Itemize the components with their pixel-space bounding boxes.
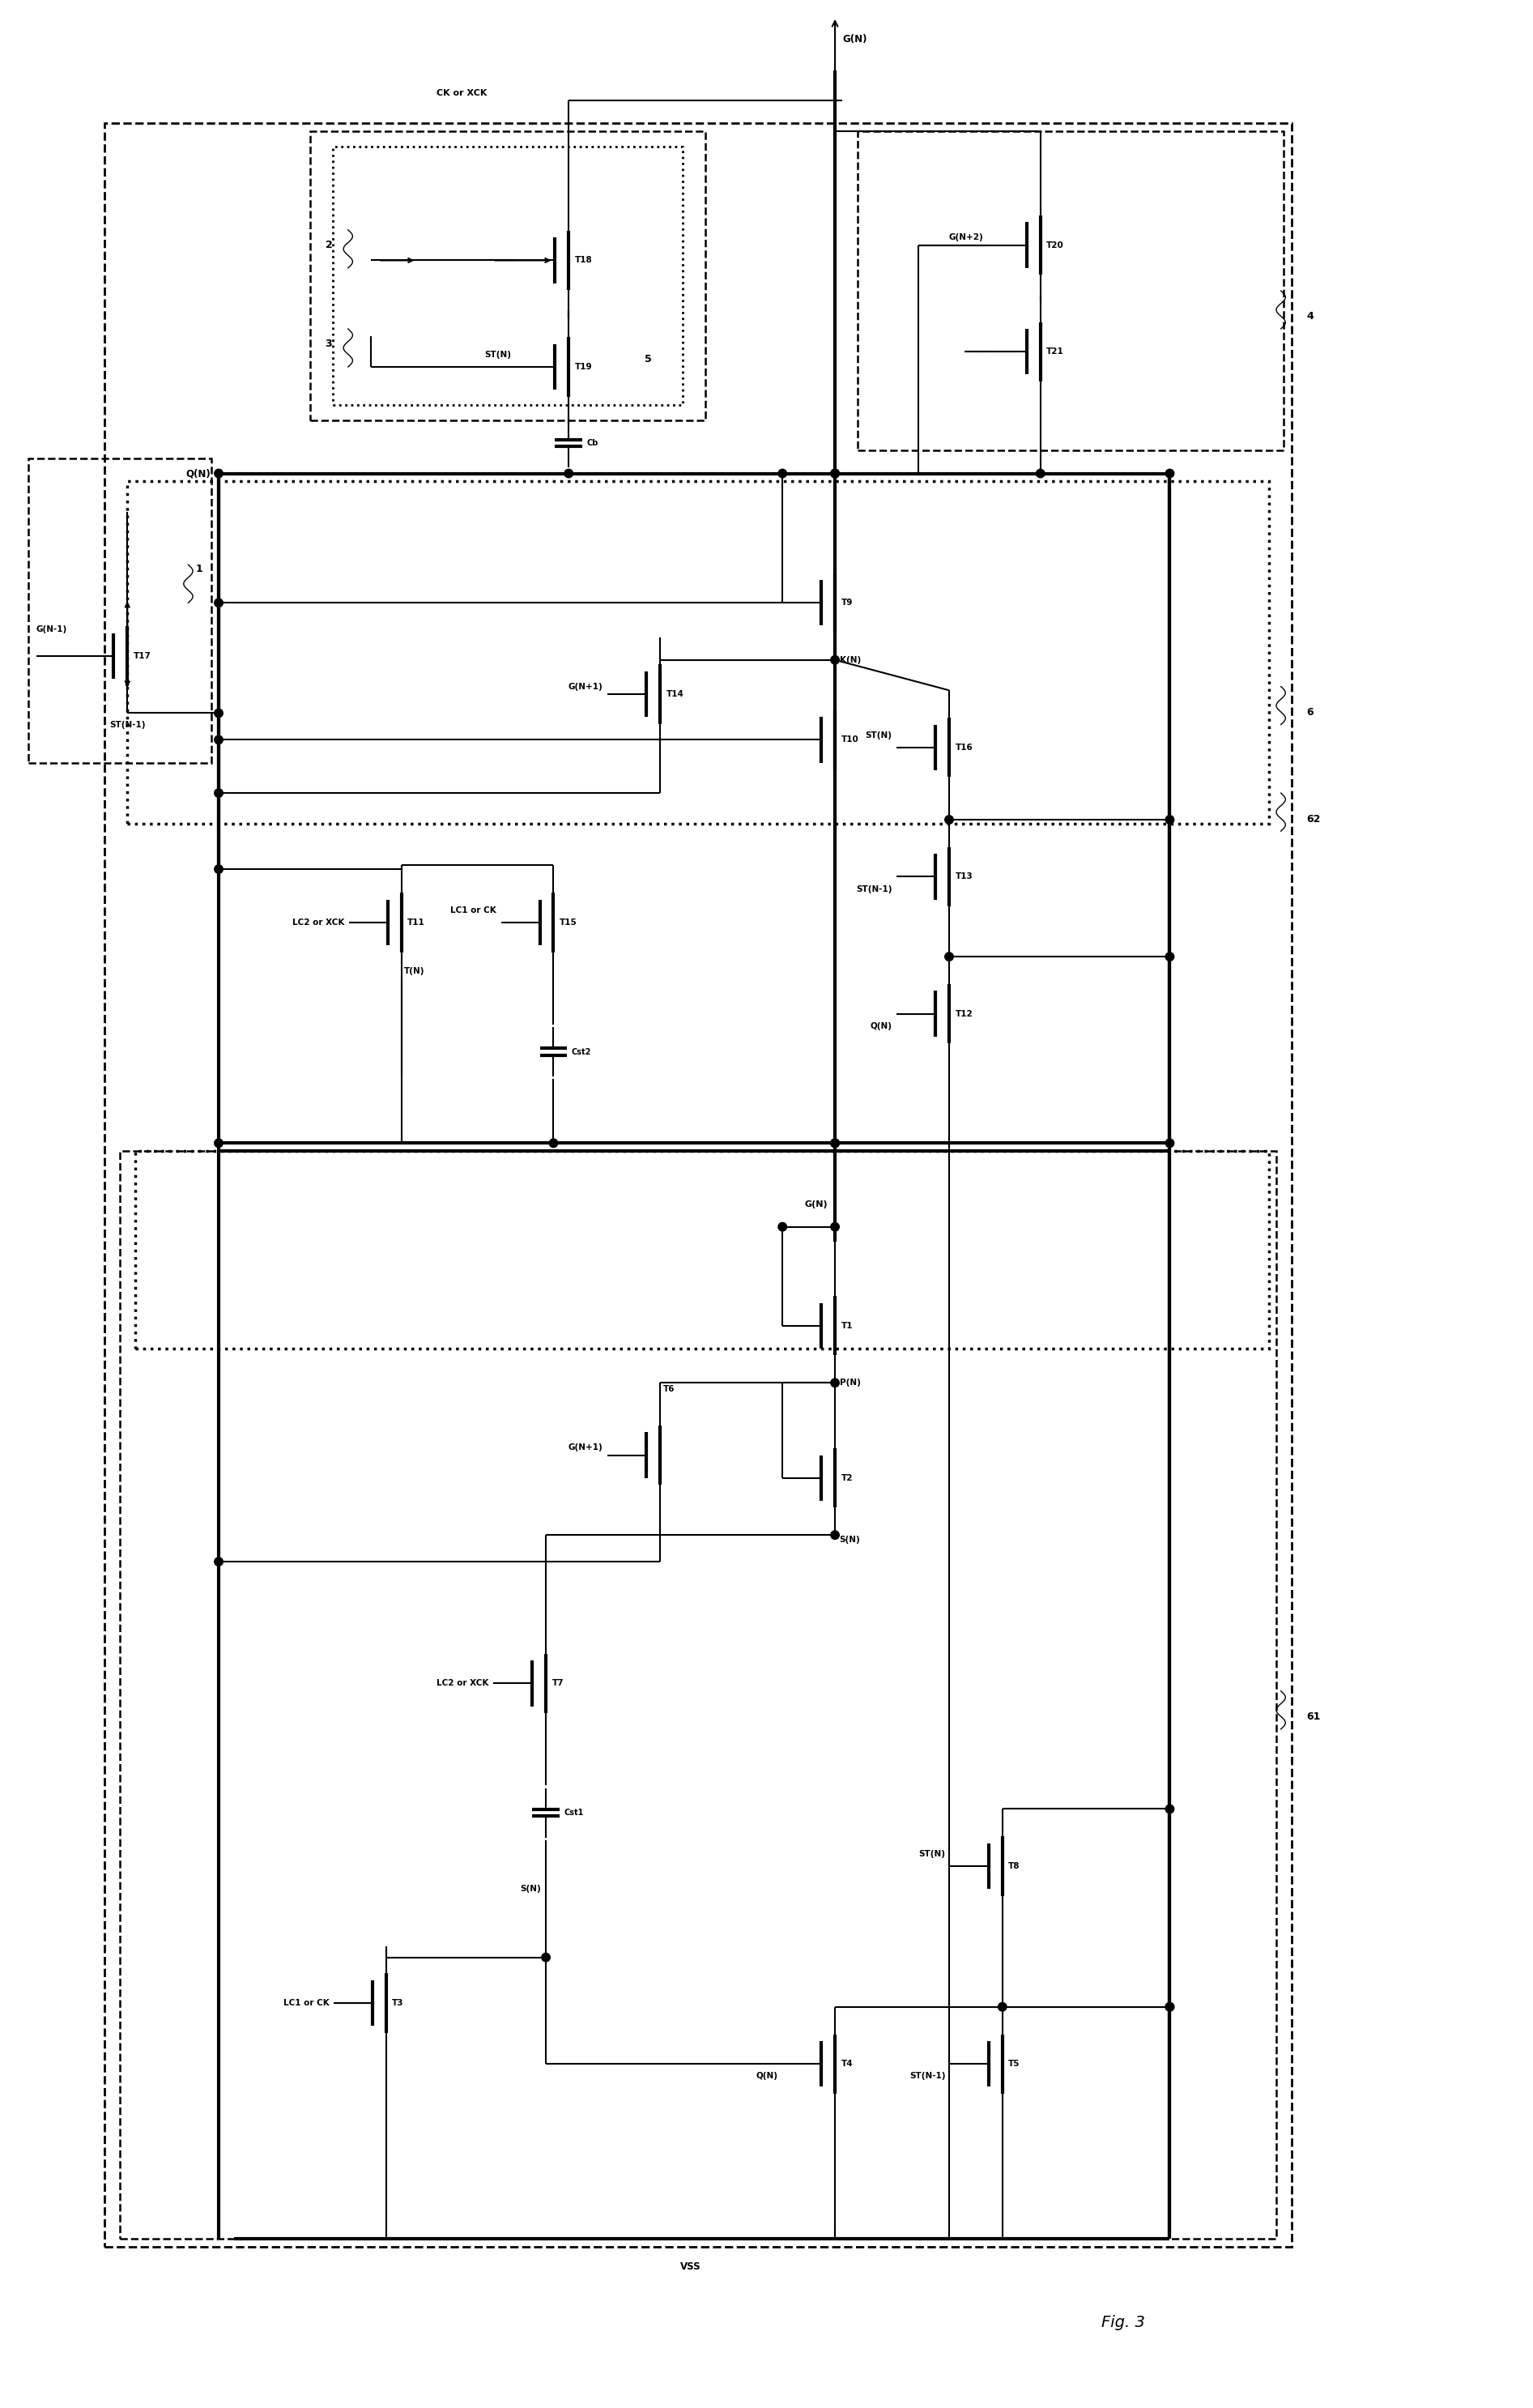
Text: G(N+1): G(N+1) [569, 1442, 602, 1452]
Text: S(N): S(N) [520, 1885, 541, 1893]
Circle shape [779, 1223, 786, 1230]
Text: T13: T13 [955, 872, 973, 881]
Circle shape [1165, 954, 1174, 961]
Text: Q(N): Q(N) [871, 1021, 892, 1031]
Text: G(N): G(N) [805, 1199, 828, 1209]
Text: 5: 5 [645, 354, 652, 364]
Text: T7: T7 [552, 1678, 564, 1688]
Circle shape [1165, 816, 1174, 824]
Text: T14: T14 [665, 691, 684, 698]
Circle shape [215, 1558, 222, 1565]
Circle shape [944, 954, 954, 961]
Text: T2: T2 [842, 1474, 852, 1481]
Text: T16: T16 [955, 744, 973, 751]
Circle shape [831, 470, 839, 477]
Circle shape [564, 470, 573, 477]
Text: ST(N): ST(N) [484, 352, 512, 359]
Text: T11: T11 [408, 917, 425, 927]
Text: ST(N-1): ST(N-1) [855, 884, 892, 893]
Circle shape [215, 600, 222, 607]
Circle shape [831, 1377, 839, 1387]
Circle shape [1165, 1139, 1174, 1146]
Bar [127, 482, 1269, 824]
Circle shape [944, 816, 954, 824]
Text: K(N): K(N) [840, 655, 862, 665]
Circle shape [831, 1139, 839, 1146]
Text: LC1 or CK: LC1 or CK [284, 1999, 330, 2008]
Text: T5: T5 [1009, 2059, 1019, 2068]
Text: 6: 6 [1306, 708, 1314, 718]
Text: T19: T19 [575, 364, 592, 371]
Text: CK or XCK: CK or XCK [437, 89, 487, 96]
Circle shape [1165, 2003, 1174, 2011]
Bar [333, 147, 682, 405]
Text: T18: T18 [575, 255, 592, 265]
Circle shape [1036, 470, 1044, 477]
Circle shape [1165, 470, 1174, 477]
Text: T(N): T(N) [405, 968, 425, 975]
Text: T3: T3 [392, 1999, 403, 2008]
Bar [120, 1151, 1277, 2239]
Text: G(N+2): G(N+2) [949, 234, 983, 241]
Circle shape [831, 655, 839, 665]
Text: 1: 1 [196, 563, 202, 576]
Circle shape [541, 1953, 550, 1963]
Text: 61: 61 [1306, 1712, 1321, 1722]
Text: T4: T4 [842, 2059, 852, 2068]
Text: ST(N): ST(N) [918, 1849, 946, 1859]
Circle shape [1165, 2003, 1174, 2011]
Bar [310, 130, 705, 419]
Text: LC2 or XCK: LC2 or XCK [437, 1678, 489, 1688]
Text: ST(N): ST(N) [865, 732, 892, 739]
Text: T8: T8 [1009, 1861, 1019, 1871]
Text: T12: T12 [955, 1009, 973, 1019]
Bar [29, 458, 212, 763]
Bar [858, 130, 1285, 450]
Text: G(N): G(N) [843, 34, 868, 46]
Text: S(N): S(N) [840, 1536, 860, 1544]
Text: Q(N): Q(N) [756, 2071, 777, 2081]
Text: LC2 or XCK: LC2 or XCK [293, 917, 345, 927]
Text: T9: T9 [842, 600, 852, 607]
Text: T15: T15 [560, 917, 576, 927]
Text: VSS: VSS [681, 2261, 701, 2273]
Text: T6: T6 [662, 1385, 675, 1394]
Bar [104, 123, 1291, 2247]
Text: G(N-1): G(N-1) [37, 626, 67, 633]
Text: 62: 62 [1306, 814, 1321, 824]
Text: T20: T20 [1047, 241, 1064, 248]
Circle shape [831, 1531, 839, 1539]
Circle shape [1165, 1804, 1174, 1813]
Circle shape [215, 864, 222, 874]
Circle shape [215, 790, 222, 797]
Circle shape [998, 2003, 1007, 2011]
Circle shape [215, 470, 222, 477]
Text: ST(N-1): ST(N-1) [909, 2071, 946, 2081]
Circle shape [549, 1139, 558, 1146]
Text: 2: 2 [325, 241, 333, 250]
Circle shape [831, 470, 839, 477]
Text: T17: T17 [133, 653, 152, 660]
Circle shape [215, 1139, 222, 1146]
Text: Cb: Cb [587, 438, 598, 448]
Text: G(N+1): G(N+1) [569, 681, 602, 691]
Text: Cst2: Cst2 [572, 1047, 592, 1055]
Text: T10: T10 [842, 737, 858, 744]
Text: T1: T1 [842, 1322, 852, 1329]
Circle shape [831, 1223, 839, 1230]
Circle shape [215, 734, 222, 744]
Text: Cst1: Cst1 [564, 1808, 584, 1818]
Text: T21: T21 [1047, 347, 1064, 356]
Text: 3: 3 [325, 340, 333, 349]
Text: LC1 or CK: LC1 or CK [451, 905, 497, 915]
Bar [135, 1151, 1269, 1348]
Text: Fig. 3: Fig. 3 [1101, 2314, 1145, 2331]
Text: Q(N): Q(N) [185, 467, 212, 479]
Text: ST(N-1): ST(N-1) [109, 720, 146, 730]
Text: P(N): P(N) [840, 1380, 860, 1387]
Circle shape [215, 708, 222, 718]
Circle shape [779, 470, 786, 477]
Text: 4: 4 [1306, 311, 1314, 323]
Circle shape [831, 1139, 839, 1146]
